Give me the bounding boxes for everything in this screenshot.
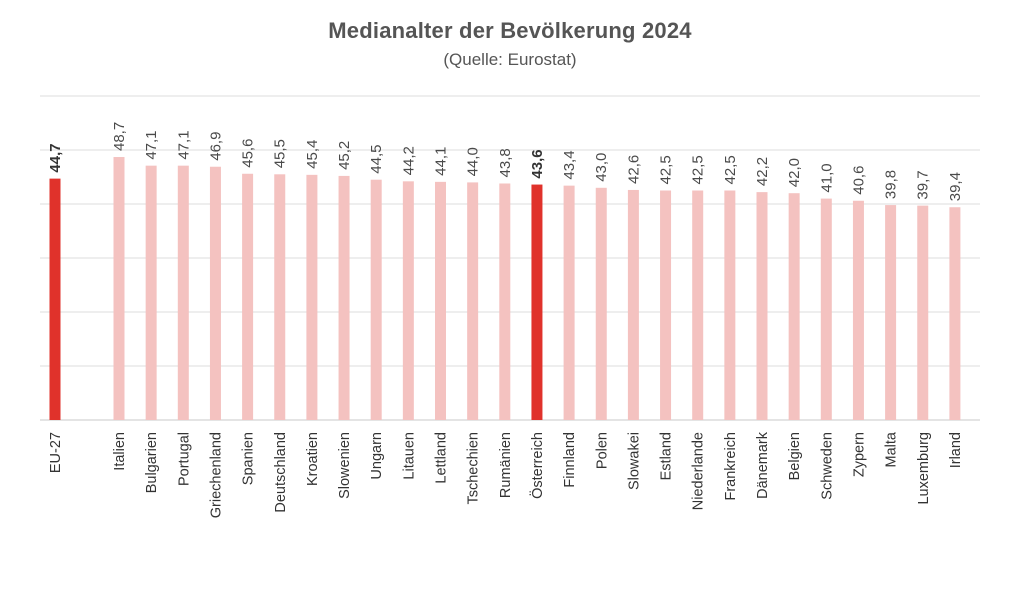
category-label: Zypern [851, 432, 867, 477]
category-label: Slowenien [337, 432, 353, 499]
bar-schweden [820, 198, 832, 420]
bar-slowenien [338, 175, 350, 420]
category-label: Österreich [528, 432, 546, 499]
bar-deutschland [274, 174, 286, 420]
value-label: 40,6 [850, 166, 867, 195]
value-label: 39,8 [883, 170, 900, 199]
value-label: 45,4 [304, 140, 321, 169]
value-labels: 44,7 48,7 47,1 47,1 46,9 45,6 45,5 45,4 45,2 44,5… [47, 122, 964, 201]
category-label: Estland [659, 432, 675, 480]
category-label: Schweden [819, 432, 835, 500]
bar-portugal [177, 165, 189, 420]
bar-ungarn [370, 179, 382, 420]
bar-bulgarien [145, 165, 157, 420]
value-label: 44,1 [433, 147, 450, 176]
value-label: 44,5 [368, 144, 385, 173]
category-label: Polen [594, 432, 610, 469]
category-label: Tschechien [466, 432, 482, 505]
value-label: 45,6 [240, 139, 257, 168]
value-label: 45,2 [336, 141, 353, 170]
bar-rumänien [499, 183, 511, 420]
category-labels: EU-27 Italien Bulgarien Portugal Griechenlan… [48, 431, 964, 518]
bar-eu-27 [49, 178, 61, 420]
category-label: Lettland [434, 432, 450, 484]
value-label: 43,4 [561, 150, 578, 179]
value-label: 39,7 [915, 170, 932, 199]
value-label: 42,5 [690, 155, 707, 184]
value-label: 42,5 [722, 155, 739, 184]
category-label: Irland [948, 432, 964, 468]
value-label: 43,6 [529, 149, 546, 178]
value-label: 41,0 [818, 163, 835, 192]
bar-finnland [563, 185, 575, 420]
value-label: 46,9 [207, 132, 224, 161]
category-label: Luxemburg [916, 432, 932, 505]
category-label: Griechenland [208, 432, 224, 518]
value-label: 47,1 [143, 130, 160, 159]
value-label: 48,7 [111, 122, 128, 151]
value-label: 39,4 [947, 172, 964, 201]
chart-title: Medianalter der Bevölkerung 2024 [328, 18, 692, 43]
value-label: 43,0 [593, 153, 610, 182]
bar-litauen [402, 181, 414, 420]
category-label: Italien [112, 432, 128, 471]
category-label: Bulgarien [144, 432, 160, 493]
bar-spanien [242, 173, 254, 420]
category-label: Portugal [176, 432, 192, 486]
bar-österreich [531, 184, 543, 420]
category-label: EU-27 [48, 432, 64, 473]
value-label: 44,0 [465, 147, 482, 176]
bar-dänemark [756, 192, 768, 420]
chart-subtitle: (Quelle: Eurostat) [443, 50, 577, 69]
value-label: 42,2 [754, 157, 771, 186]
bar-zypern [852, 200, 864, 420]
category-label: Finnland [562, 432, 578, 488]
value-label: 42,6 [625, 155, 642, 184]
value-label: 42,5 [658, 155, 675, 184]
category-label: Dänemark [755, 431, 771, 499]
category-label: Malta [884, 431, 900, 467]
bar-slowakei [627, 189, 639, 420]
bar-tschechien [467, 182, 479, 420]
bar-lettland [435, 181, 446, 420]
category-label: Slowakei [626, 432, 642, 490]
bar-belgien [788, 193, 800, 420]
bar-italien [113, 157, 125, 420]
bar-griechenland [209, 166, 221, 420]
bar-niederlande [692, 190, 704, 420]
bar-frankreich [724, 190, 736, 420]
bars [49, 157, 961, 420]
category-label: Ungarn [369, 432, 385, 480]
bar-malta [885, 205, 897, 420]
category-label: Belgien [787, 432, 803, 480]
bar-kroatien [306, 174, 318, 420]
category-label: Litauen [401, 432, 417, 480]
value-label: 42,0 [786, 158, 803, 187]
category-label: Deutschland [273, 432, 289, 513]
bar-irland [949, 207, 961, 420]
value-label: 44,7 [47, 143, 64, 172]
bar-estland [660, 190, 672, 420]
value-label: 47,1 [175, 130, 192, 159]
category-label: Kroatien [305, 432, 321, 486]
category-label: Niederlande [691, 432, 707, 510]
bar-polen [595, 187, 607, 420]
category-label: Frankreich [723, 432, 739, 501]
bar-luxemburg [917, 205, 929, 420]
category-label: Spanien [241, 432, 257, 485]
category-label: Rumänien [498, 432, 514, 498]
value-label: 44,2 [400, 146, 417, 175]
value-label: 43,8 [497, 148, 514, 177]
value-label: 45,5 [272, 139, 289, 168]
